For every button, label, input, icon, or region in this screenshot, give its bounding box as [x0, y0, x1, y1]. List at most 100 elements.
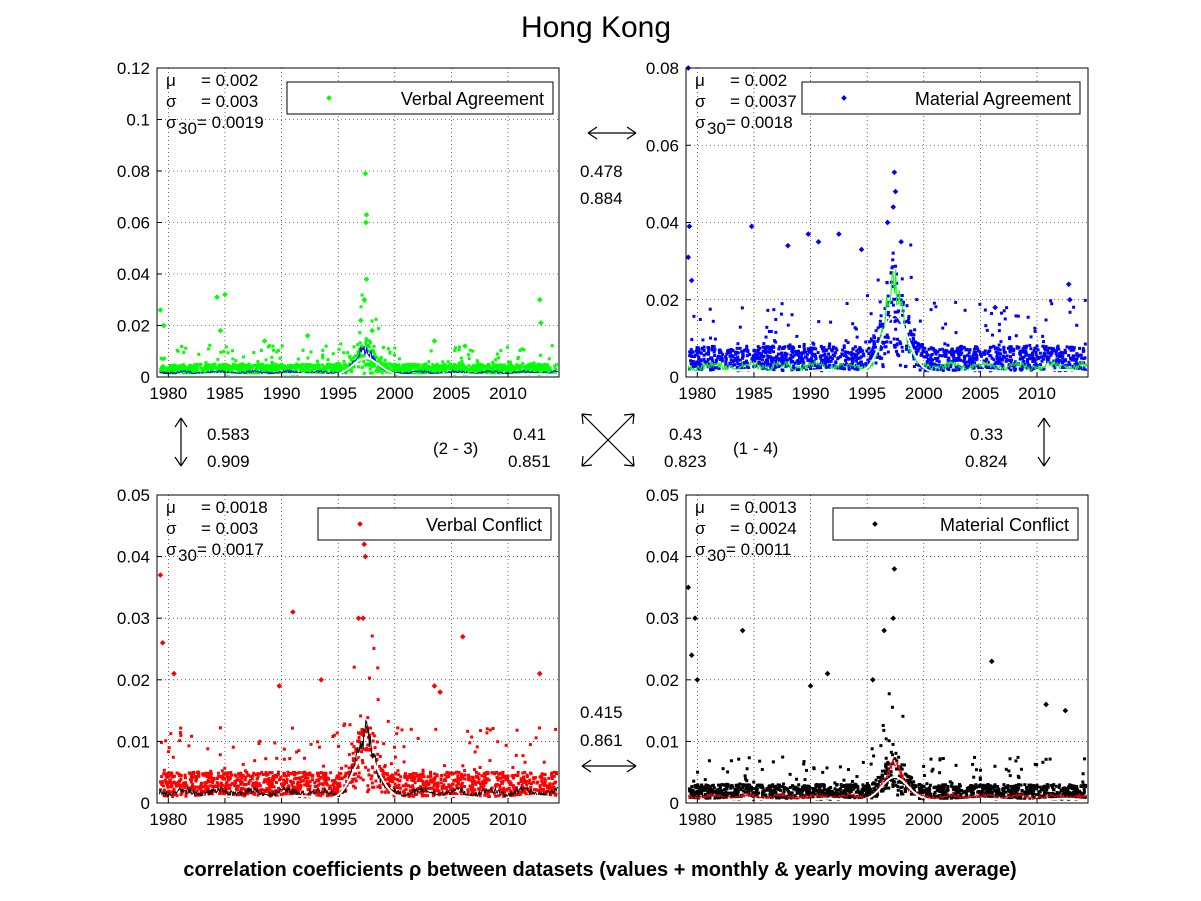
- data-point: [202, 368, 206, 372]
- data-point: [781, 362, 785, 366]
- data-point: [216, 357, 220, 361]
- stat-symbol: σ: [695, 113, 706, 132]
- data-point: [385, 787, 389, 791]
- data-point: [915, 298, 919, 302]
- data-point: [922, 355, 926, 359]
- data-point: [507, 364, 511, 368]
- data-point: [755, 356, 759, 360]
- data-point: [403, 363, 407, 367]
- data-point: [401, 370, 405, 374]
- data-point: [316, 362, 320, 366]
- data-point: [745, 354, 749, 358]
- data-point: [496, 364, 500, 368]
- data-point: [854, 359, 858, 363]
- data-point: [298, 776, 302, 780]
- data-point: [995, 356, 999, 360]
- data-point: [550, 777, 554, 781]
- data-point: [461, 764, 465, 768]
- data-point: [1083, 298, 1087, 302]
- data-point: [1014, 334, 1018, 338]
- data-point: [256, 772, 260, 776]
- data-point: [228, 368, 232, 372]
- data-point: [768, 355, 772, 359]
- data-point: [993, 764, 997, 768]
- data-point: [349, 368, 353, 372]
- data-point: [219, 784, 223, 788]
- data-point: [500, 781, 504, 785]
- data-point: [912, 357, 916, 361]
- data-point: [393, 745, 397, 749]
- data-point: [509, 781, 513, 785]
- data-point: [861, 352, 865, 356]
- data-point: [476, 360, 480, 364]
- data-point: [746, 350, 750, 354]
- data-point: [162, 366, 166, 370]
- data-point: [166, 785, 170, 789]
- data-point: [824, 366, 828, 370]
- data-point: [301, 366, 305, 370]
- data-point: [1041, 344, 1045, 348]
- data-point: [279, 792, 283, 796]
- data-point: [324, 776, 328, 780]
- data-point: [909, 340, 913, 344]
- data-point: [288, 365, 292, 369]
- data-point: [298, 786, 302, 790]
- data-point: [362, 371, 366, 375]
- data-point: [784, 353, 788, 357]
- data-point: [499, 790, 503, 794]
- data-point: [949, 363, 953, 367]
- data-point: [501, 779, 505, 783]
- data-point: [954, 358, 958, 362]
- data-point: [330, 368, 334, 372]
- data-point: [230, 773, 234, 777]
- data-point: [968, 789, 972, 793]
- data-point: [761, 362, 765, 366]
- data-point: [438, 369, 442, 373]
- data-point: [383, 790, 387, 794]
- data-point: [366, 363, 370, 367]
- y-tick-label: 0.08: [646, 59, 679, 78]
- data-point: [728, 354, 732, 358]
- data-point: [375, 740, 379, 744]
- data-point: [725, 349, 729, 353]
- data-point: [312, 790, 316, 794]
- data-point: [966, 353, 970, 357]
- data-point: [261, 792, 265, 796]
- x-tick-label: 1980: [149, 810, 187, 829]
- data-point: [309, 790, 313, 794]
- data-point: [695, 352, 699, 356]
- data-point: [333, 364, 337, 368]
- data-point: [872, 786, 876, 790]
- data-point: [1021, 364, 1025, 368]
- data-point: [271, 344, 275, 348]
- data-point: [792, 364, 796, 368]
- data-point: [217, 363, 221, 367]
- data-point: [764, 350, 768, 354]
- data-point: [193, 786, 197, 790]
- data-point: [757, 791, 761, 795]
- data-point: [1020, 789, 1024, 793]
- data-point: [206, 347, 210, 351]
- data-point: [270, 776, 274, 780]
- data-point: [295, 790, 299, 794]
- data-point: [1040, 355, 1044, 359]
- data-point: [1018, 351, 1022, 355]
- data-point: [227, 775, 231, 779]
- data-point: [405, 778, 409, 782]
- data-point: [483, 793, 487, 797]
- data-point: [897, 774, 901, 778]
- data-point: [766, 362, 770, 366]
- data-point: [518, 364, 522, 368]
- data-point: [276, 367, 280, 371]
- data-point: [543, 783, 547, 787]
- data-point: [971, 361, 975, 365]
- data-point: [195, 363, 199, 367]
- data-point: [223, 772, 227, 776]
- data-point: [256, 789, 260, 793]
- data-point: [312, 789, 316, 793]
- data-point: [502, 794, 506, 798]
- plot-area: [686, 495, 1088, 803]
- data-point: [1030, 351, 1034, 355]
- data-point: [499, 349, 503, 353]
- data-point: [313, 364, 317, 368]
